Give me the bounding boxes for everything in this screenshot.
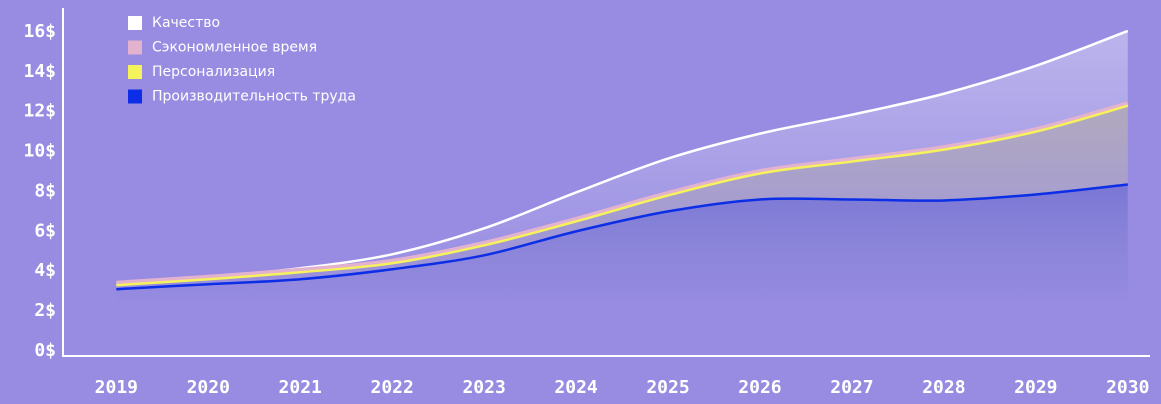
x-tick-label: 2030 [1106,377,1149,398]
area [116,184,1128,356]
y-tick-label: 0$ [34,340,56,361]
x-tick-label: 2026 [738,377,781,398]
legend-swatch [128,65,142,79]
legend-swatch [128,16,142,30]
y-tick-label: 10$ [23,141,56,162]
x-tick-label: 2022 [370,377,413,398]
series-line [116,101,1129,286]
x-tick-label: 2023 [462,377,505,398]
y-tick-label: 4$ [34,260,56,281]
x-tick-label: 2020 [187,377,230,398]
x-tick-label: 2025 [646,377,689,398]
legend-swatch [128,40,142,55]
x-tick-label: 2021 [279,377,322,398]
x-tick-label: 2027 [830,377,873,398]
y-tick-label: 16$ [23,21,56,42]
legend-swatch [128,89,142,104]
y-tick-label: 14$ [23,61,56,82]
legend-label: Персонализация [152,64,275,80]
y-tick-label: 8$ [34,180,56,201]
legend-label: Качество [152,15,220,31]
series-line [116,183,1128,291]
y-tick-label: 2$ [34,300,56,321]
x-tick-label: 2019 [95,377,138,398]
series-line [116,104,1129,287]
y-tick-label: 6$ [34,220,56,241]
x-tick-label: 2028 [922,377,965,398]
y-tick-label: 12$ [23,101,56,122]
legend-label: Сэкономленное время [152,40,317,56]
x-tick-label: 2029 [1014,377,1057,398]
legend-label: Производительность труда [152,89,356,105]
x-tick-label: 2024 [554,377,598,398]
